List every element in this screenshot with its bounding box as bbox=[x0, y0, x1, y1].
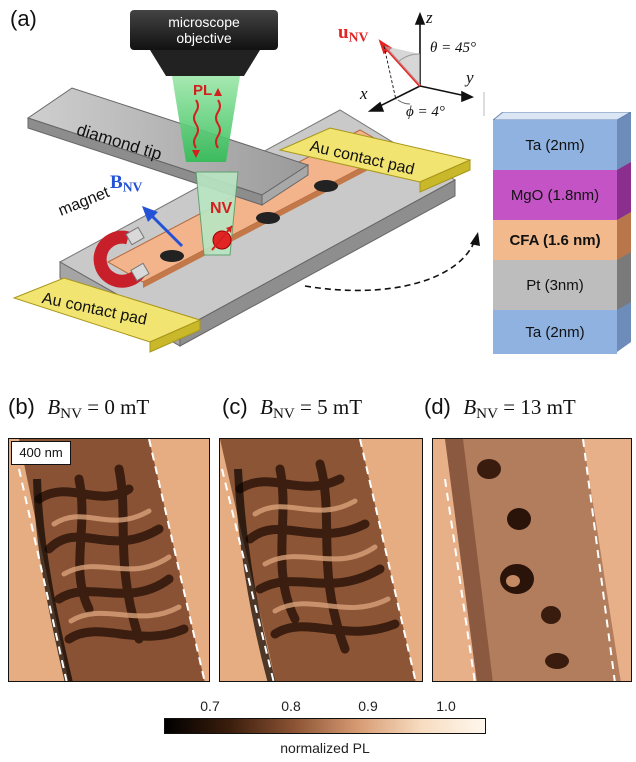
colorbar-tick: 0.7 bbox=[200, 698, 220, 714]
microscope-objective bbox=[130, 10, 278, 76]
panel-b-heading: (b) BNV = 0 mT bbox=[8, 394, 150, 422]
optical-beam bbox=[172, 76, 240, 162]
pl-wave-icon bbox=[192, 88, 222, 158]
stack-layer-pt: Pt (3nm) bbox=[493, 260, 617, 310]
stack-pointer-arrowhead bbox=[470, 232, 480, 246]
contact-pad-bottom bbox=[12, 277, 202, 353]
colorbar-tick: 0.8 bbox=[281, 698, 301, 714]
scale-bar: 400 nm bbox=[11, 441, 71, 465]
axis-x-label: x bbox=[360, 84, 368, 103]
skyrmion-dot bbox=[160, 250, 184, 262]
pl-map-d bbox=[432, 438, 632, 682]
phi-label: ϕ = 4° bbox=[406, 104, 445, 120]
colorbar-tick: 0.9 bbox=[358, 698, 378, 714]
pl-map-c bbox=[219, 438, 423, 682]
pl-map-b: 400 nm bbox=[8, 438, 210, 682]
panel-c-heading: (c) BNV = 5 mT bbox=[222, 394, 363, 422]
b-field-arrow bbox=[142, 206, 184, 248]
skyrmion-spot bbox=[541, 606, 561, 624]
microscope-label: microscope objective bbox=[168, 14, 240, 46]
stack-layer-cfa: CFA (1.6 nm) bbox=[493, 220, 617, 260]
stack-layer-mgo: MgO (1.8nm) bbox=[493, 170, 617, 220]
axis-y-label: y bbox=[466, 68, 474, 87]
colorbar bbox=[164, 718, 486, 734]
skyrmion-dot bbox=[314, 180, 338, 192]
stack-layer-ta-top: Ta (2nm) bbox=[493, 120, 617, 170]
panel-a-schematic bbox=[12, 10, 485, 353]
b-nv-label: BNV bbox=[110, 172, 143, 195]
u-nv-label: uNV bbox=[338, 22, 369, 45]
magnet-icon bbox=[93, 226, 150, 288]
panel-a-label: (a) bbox=[10, 6, 37, 31]
skyrmion-spot bbox=[507, 508, 531, 530]
colorbar-tick: 1.0 bbox=[436, 698, 456, 714]
nv-center bbox=[211, 225, 233, 251]
colorbar-title: normalized PL bbox=[280, 740, 370, 756]
skyrmion-spot bbox=[545, 653, 569, 669]
pl-map-b-image bbox=[18, 439, 206, 681]
skyrmion-spot bbox=[477, 459, 501, 479]
contact-pad-top bbox=[278, 127, 472, 193]
nv-label: NV bbox=[210, 200, 233, 217]
skyrmion-spot bbox=[506, 575, 520, 587]
pl-label: PL bbox=[193, 82, 213, 99]
axis-z-label: z bbox=[426, 8, 433, 27]
pl-map-c-image bbox=[220, 439, 417, 681]
stack-pointer-arrow bbox=[304, 239, 476, 292]
pl-map-d-image bbox=[444, 439, 621, 681]
coordinate-axes bbox=[367, 11, 474, 112]
layer-stack: Ta (2nm) MgO (1.8nm) CFA (1.6 nm) Pt (3n… bbox=[493, 112, 631, 354]
theta-label: θ = 45° bbox=[430, 40, 476, 56]
skyrmion-dot bbox=[256, 212, 280, 224]
panel-d-heading: (d) BNV = 13 mT bbox=[424, 394, 576, 422]
stack-layer-ta-bottom: Ta (2nm) bbox=[493, 310, 617, 354]
